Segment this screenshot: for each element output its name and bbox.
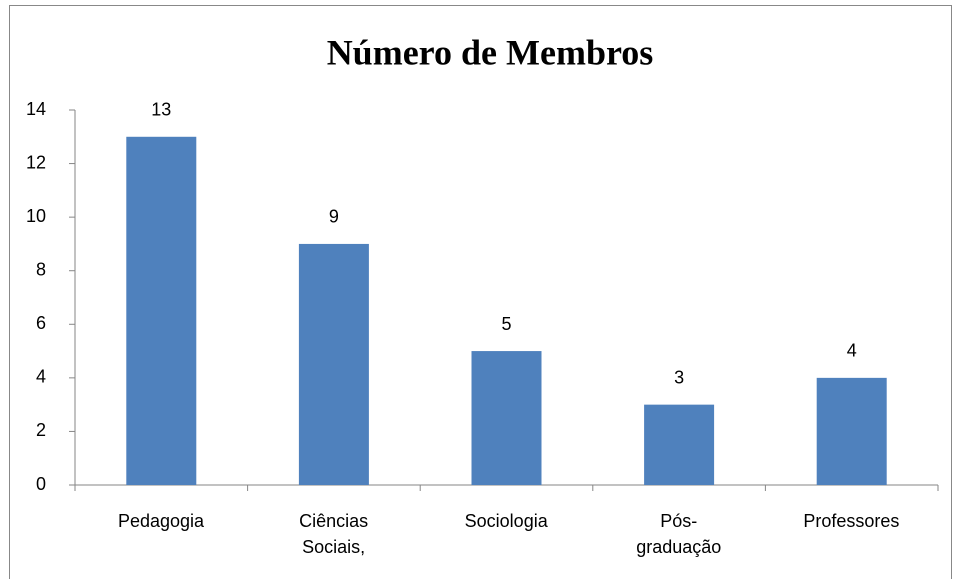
y-tick-label: 0 [36,474,46,494]
x-tick-label-box: Pós-graduação [593,508,765,560]
bar [126,136,197,486]
y-tick-label: 6 [36,313,46,333]
data-label: 5 [501,314,511,334]
x-tick-label: Ciências Sociais, [299,511,369,557]
y-tick-label: 4 [36,367,46,387]
x-tick-label-box: Pedagogia [75,508,247,534]
x-tick-label-box: Professores [765,508,937,534]
bar [816,377,887,485]
bar [298,243,369,485]
bar [644,404,715,485]
data-label: 9 [329,207,339,227]
x-tick-label-box: Ciências Sociais, [248,508,420,560]
y-tick-label: 2 [36,420,46,440]
y-tick-label: 14 [26,99,46,119]
x-tick-label: Professores [803,511,900,531]
x-tick-label: Pedagogia [117,511,205,531]
chart-title: Número de Membros [327,32,654,72]
x-tick-label-box: Sociologia [420,508,592,534]
x-tick-label: Pós-graduação [636,511,722,557]
y-tick-label: 10 [26,206,46,226]
data-label: 13 [151,100,171,120]
bar [471,351,542,485]
x-tick-label: Sociologia [464,511,548,531]
data-label: 4 [847,341,857,361]
y-tick-label: 8 [36,259,46,279]
y-tick-label: 12 [26,152,46,172]
data-label: 3 [674,367,684,387]
